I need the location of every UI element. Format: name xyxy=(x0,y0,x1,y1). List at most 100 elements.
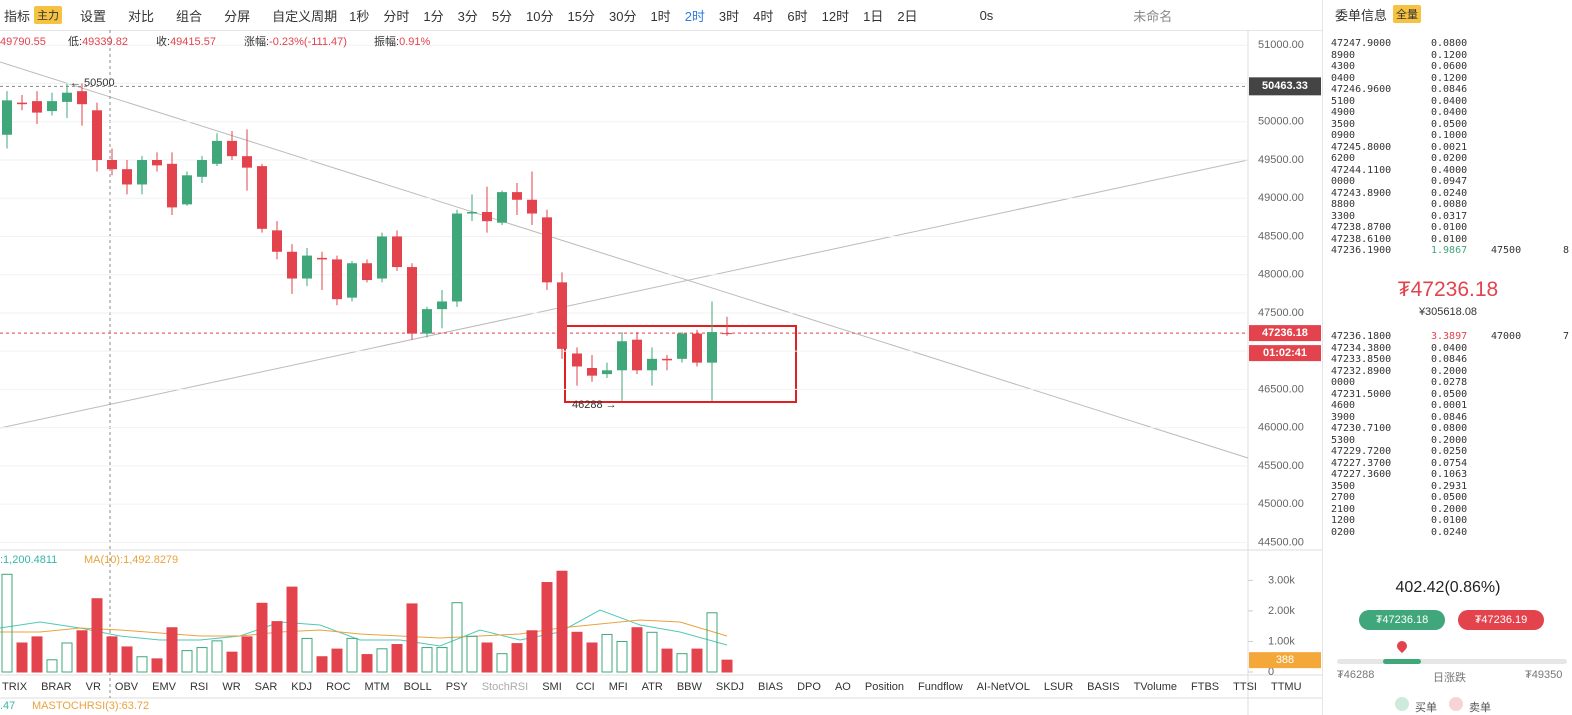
indicator-tab[interactable]: LSUR xyxy=(1044,681,1073,693)
indicator-tab[interactable]: KDJ xyxy=(291,681,312,693)
order-book-cell: 0.2000 xyxy=(1431,503,1468,515)
volume-bar xyxy=(466,635,478,673)
toolbar-button[interactable]: 分屏 xyxy=(224,8,251,24)
period-button[interactable]: 3分 xyxy=(457,8,478,24)
candle-body xyxy=(422,309,432,334)
candle-body xyxy=(332,259,342,300)
order-book-cell: 5300 xyxy=(1331,434,1356,446)
toolbar-button[interactable]: 对比 xyxy=(128,8,155,24)
indicator-tab[interactable]: TTSI xyxy=(1233,681,1257,693)
indicator-tab[interactable]: PSY xyxy=(446,681,469,693)
indicator-tab[interactable]: MFI xyxy=(609,681,628,693)
order-book-cell: 8 xyxy=(1563,245,1570,256)
volume-bar xyxy=(241,636,253,673)
stoch-legend: MASTOCHRSI(3):63.72 xyxy=(32,700,149,712)
bid-button[interactable]: ₮47236.18 xyxy=(1359,610,1445,630)
indicator-tab[interactable]: ROC xyxy=(326,681,351,693)
volume-bar xyxy=(136,656,148,673)
order-book-cell: 6200 xyxy=(1331,153,1356,164)
indicator-tab[interactable]: CCI xyxy=(576,681,595,693)
y-tick-label: 48500.00 xyxy=(1258,230,1304,242)
indicator-tab[interactable]: StochRSI xyxy=(482,681,528,693)
volume-bar xyxy=(511,643,523,673)
candle-body xyxy=(2,100,12,135)
order-book-cell: 3500 xyxy=(1331,480,1356,492)
period-button[interactable]: 4时 xyxy=(753,8,774,24)
period-button[interactable]: 30分 xyxy=(608,8,637,24)
period-button[interactable]: 5分 xyxy=(491,8,513,24)
indicator-tab[interactable]: BASIS xyxy=(1087,681,1119,693)
period-button[interactable]: 15分 xyxy=(567,8,595,24)
candle-body xyxy=(437,301,447,310)
order-book-cell: 47227.3700 xyxy=(1331,457,1392,469)
ohlc-info: 收:49415.57 xyxy=(156,34,216,48)
volume-bar xyxy=(571,631,583,673)
period-button[interactable]: 3时 xyxy=(718,8,740,24)
period-button[interactable]: 分时 xyxy=(383,8,410,24)
last-price: ₮47236.18 xyxy=(1397,278,1499,301)
indicator-tab[interactable]: TTMU xyxy=(1271,681,1302,693)
indicator-tab[interactable]: Position xyxy=(865,681,904,693)
toolbar-button[interactable]: 设置 xyxy=(80,8,107,24)
indicator-tab[interactable]: FTBS xyxy=(1191,681,1219,693)
order-book-panel: 委单信息 全量 47247.9000 0.0800 8900 0.1200 4300 0.06… xyxy=(1322,0,1572,715)
candle-body xyxy=(692,333,702,363)
y-tick-label: 51000.00 xyxy=(1258,39,1304,51)
indicator-tab[interactable]: TRIX xyxy=(2,681,28,693)
header-badge: 全量 xyxy=(1393,5,1421,23)
period-button[interactable]: 1日 xyxy=(863,8,884,24)
period-button[interactable]: 2时 xyxy=(684,8,705,24)
daily-change: 402.42(0.86%) xyxy=(1395,579,1501,596)
period-button[interactable]: 1时 xyxy=(650,8,671,24)
period-button[interactable]: 10分 xyxy=(526,8,554,24)
indicator-tab[interactable]: RSI xyxy=(190,681,208,693)
indicator-tab[interactable]: SMI xyxy=(542,681,562,693)
order-book-cell: 0400 xyxy=(1331,72,1356,84)
order-book-cell: 0.0947 xyxy=(1431,176,1468,187)
volume-bar xyxy=(421,647,433,673)
ask-button[interactable]: ₮47236.19 xyxy=(1458,610,1544,630)
candle-body xyxy=(302,255,312,279)
last-price-label: 47236.18 xyxy=(1262,327,1308,339)
indicator-tab[interactable]: AO xyxy=(835,681,851,693)
layout-name[interactable]: 未命名 xyxy=(1133,8,1173,24)
period-button[interactable]: 1分 xyxy=(423,8,444,24)
indicator-tab[interactable]: BRAR xyxy=(41,681,72,693)
period-dropdown[interactable]: 自定义周期 xyxy=(272,8,338,24)
period-button[interactable]: 6时 xyxy=(787,8,808,24)
toolbar-button[interactable]: 组合 xyxy=(176,8,203,24)
order-book-cell: 1.9867 xyxy=(1431,245,1468,256)
order-book-cell: 47000 xyxy=(1491,331,1522,342)
volume-legend: MA(10):1,492.8279 xyxy=(84,554,178,566)
indicator-tab[interactable]: SKDJ xyxy=(716,681,744,693)
indicator-tab[interactable]: SAR xyxy=(255,681,278,693)
toolbar-button[interactable]: 指标 xyxy=(4,8,31,24)
period-button[interactable]: 12时 xyxy=(821,8,850,24)
indicator-tab[interactable]: TVolume xyxy=(1134,681,1177,693)
order-book-cell: 0.0100 xyxy=(1431,222,1468,233)
ohlc-value: 0.91% xyxy=(399,36,430,48)
indicator-tab[interactable]: BIAS xyxy=(758,681,783,693)
indicator-tab[interactable]: AI-NetVOL xyxy=(977,681,1030,693)
volume-bar xyxy=(106,636,118,673)
ohlc-info: 振幅:0.91% xyxy=(374,34,430,48)
indicator-tab[interactable]: MTM xyxy=(365,681,390,693)
candle-body xyxy=(137,160,147,185)
period-button[interactable]: 2日 xyxy=(897,8,918,24)
indicator-tab[interactable]: BBW xyxy=(677,681,703,693)
order-book-cell: 47229.7200 xyxy=(1331,446,1392,457)
candle-body xyxy=(497,192,507,223)
indicator-tab[interactable]: WR xyxy=(222,681,240,693)
indicator-tab[interactable]: EMV xyxy=(152,681,177,693)
trend-line xyxy=(0,61,1249,459)
indicator-tab[interactable]: OBV xyxy=(115,681,139,693)
indicator-tab[interactable]: BOLL xyxy=(404,681,432,693)
period-button[interactable]: 1秒 xyxy=(349,8,370,24)
indicator-tab[interactable]: DPO xyxy=(797,681,821,693)
order-book-cell: 47231.5000 xyxy=(1331,388,1392,400)
candle-body xyxy=(92,110,102,160)
indicator-tab[interactable]: Fundflow xyxy=(918,681,963,693)
indicator-tab[interactable]: ATR xyxy=(642,681,663,693)
order-book-cell: 0.2000 xyxy=(1431,365,1468,377)
indicator-tab[interactable]: VR xyxy=(86,681,101,693)
